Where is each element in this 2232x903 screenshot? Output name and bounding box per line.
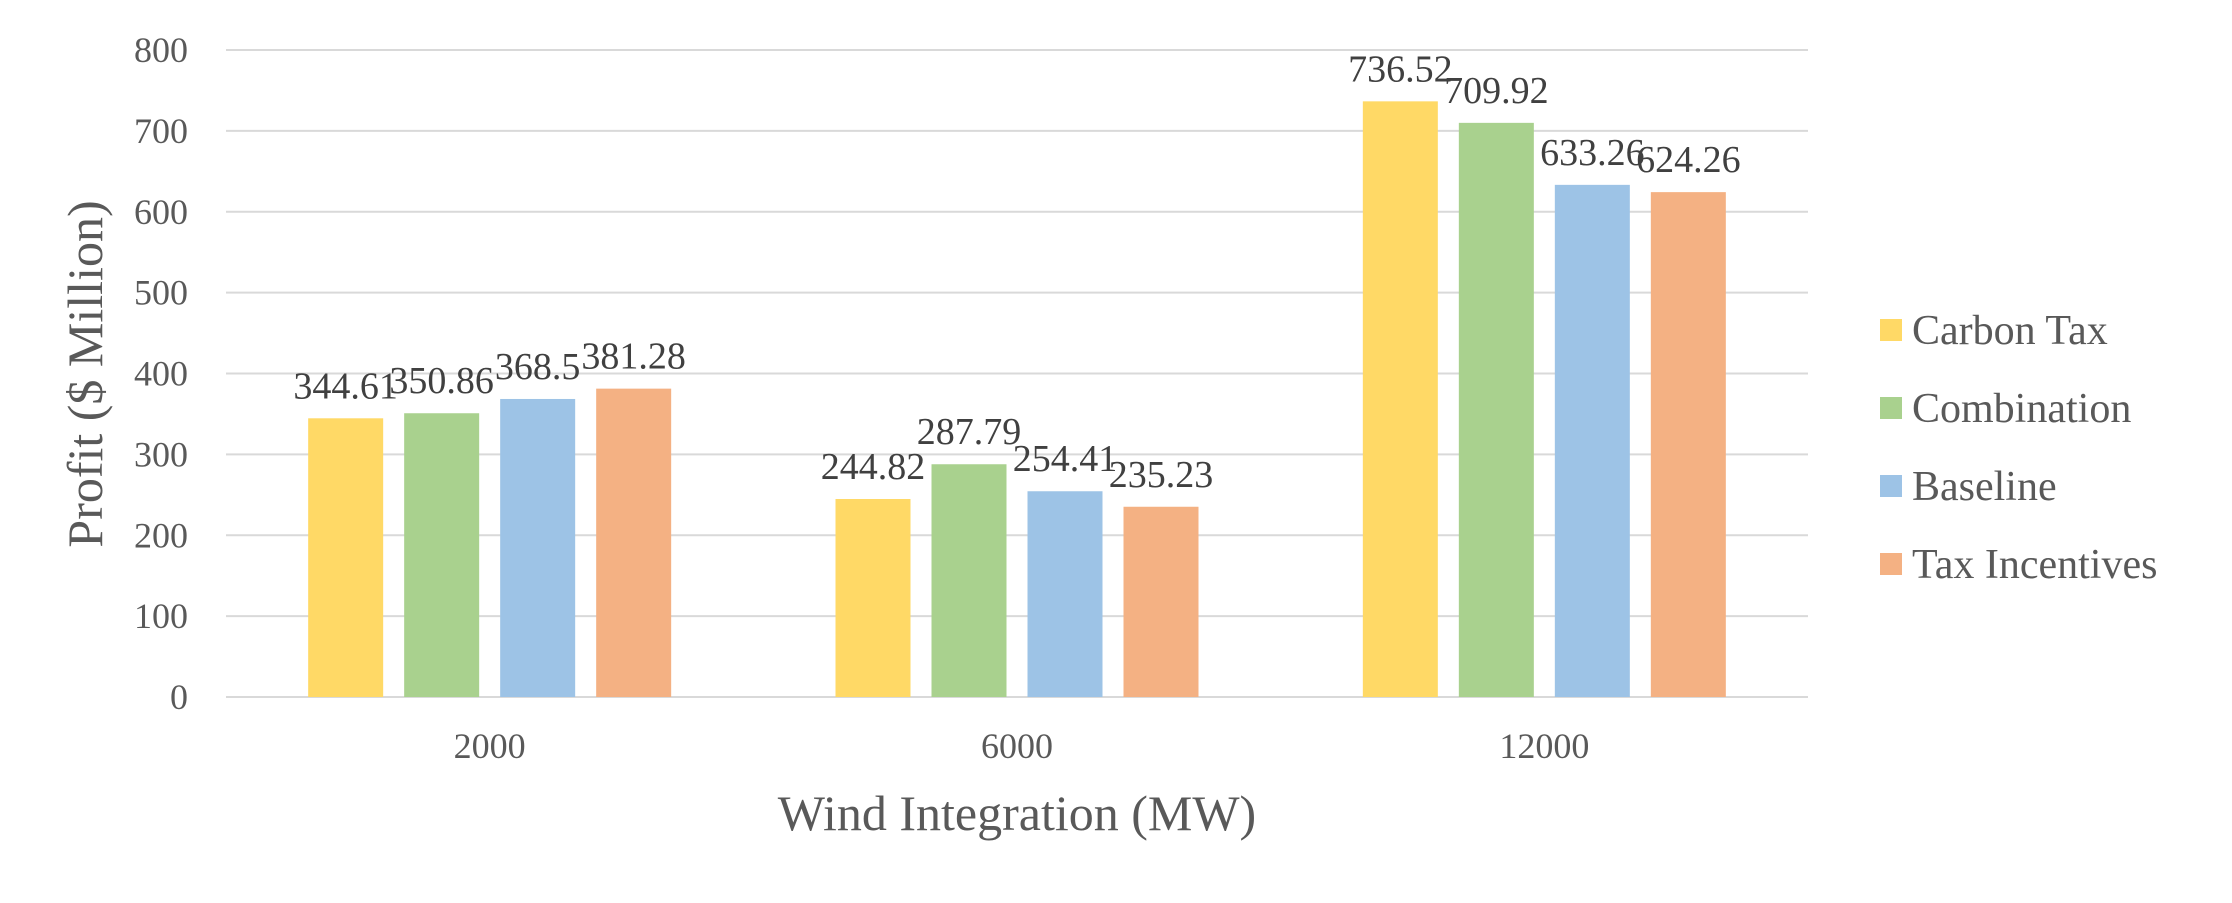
- bar-tax-incentives-2000: [596, 388, 672, 697]
- bar-carbon-tax-6000: [835, 499, 911, 697]
- data-label: 736.52: [1348, 48, 1453, 90]
- data-label: 633.26: [1540, 132, 1645, 174]
- legend-label: Tax Incentives: [1912, 542, 2157, 588]
- y-axis-ticks: 0 100 200 300 400 500 600 700 800: [134, 30, 188, 717]
- y-axis-title: Profit ($ Million): [57, 200, 113, 547]
- bar-carbon-tax-2000: [308, 418, 384, 697]
- data-label: 624.26: [1636, 139, 1741, 181]
- y-tick-label: 600: [134, 192, 188, 232]
- x-tick-label: 12000: [1499, 726, 1589, 766]
- y-tick-label: 800: [134, 30, 188, 70]
- legend-label: Combination: [1912, 386, 2131, 432]
- legend-label: Baseline: [1912, 464, 2057, 510]
- data-label: 368.5: [495, 346, 581, 388]
- bar-baseline-12000: [1554, 184, 1630, 698]
- bars: [308, 101, 1726, 698]
- data-label: 235.23: [1109, 454, 1214, 496]
- data-label: 344.61: [293, 365, 398, 407]
- bar-baseline-2000: [500, 398, 576, 697]
- legend-swatch: [1880, 319, 1902, 341]
- y-tick-label: 100: [134, 596, 188, 636]
- x-tick-label: 6000: [981, 726, 1053, 766]
- data-label: 287.79: [917, 411, 1022, 453]
- data-label: 350.86: [389, 360, 494, 402]
- bar-baseline-6000: [1027, 491, 1103, 697]
- bar-combination-12000: [1458, 122, 1534, 698]
- x-axis-title: Wind Integration (MW): [778, 785, 1256, 841]
- bar-combination-6000: [931, 464, 1007, 697]
- legend-swatch: [1880, 553, 1902, 575]
- bar-tax-incentives-6000: [1123, 506, 1199, 697]
- y-tick-label: 400: [134, 354, 188, 394]
- y-tick-label: 700: [134, 111, 188, 151]
- gridlines: [226, 49, 1808, 698]
- legend-swatch: [1880, 397, 1902, 419]
- bar-carbon-tax-12000: [1362, 101, 1438, 697]
- legend-swatch: [1880, 475, 1902, 497]
- y-tick-label: 0: [170, 677, 188, 717]
- x-axis-ticks: 2000 6000 12000: [454, 726, 1590, 766]
- data-label: 244.82: [821, 446, 926, 488]
- bar-combination-2000: [404, 413, 480, 697]
- y-tick-label: 500: [134, 273, 188, 313]
- data-label: 381.28: [581, 336, 686, 378]
- x-tick-label: 2000: [454, 726, 526, 766]
- y-tick-label: 200: [134, 515, 188, 555]
- legend: Carbon Tax Combination Baseline Tax Incenti…: [1880, 308, 2157, 588]
- data-label: 254.41: [1013, 438, 1118, 480]
- y-tick-label: 300: [134, 434, 188, 474]
- bar-tax-incentives-12000: [1650, 192, 1726, 697]
- data-label: 709.92: [1444, 70, 1549, 112]
- legend-label: Carbon Tax: [1912, 308, 2108, 354]
